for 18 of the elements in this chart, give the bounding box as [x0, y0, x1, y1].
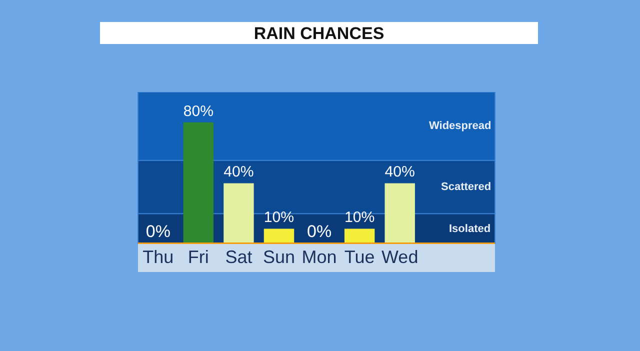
- data-label: 40%: [384, 164, 415, 181]
- band-label: Isolated: [449, 223, 491, 235]
- x-tick-label: Sun: [262, 247, 296, 267]
- data-label: 0%: [146, 222, 170, 241]
- x-tick-label: Mon: [302, 247, 337, 267]
- data-label: 80%: [183, 102, 214, 120]
- data-label: 40%: [224, 164, 254, 181]
- chart-title: RAIN CHANCES: [254, 24, 384, 43]
- x-tick-label: Thu: [142, 247, 174, 267]
- band-label: Scattered: [441, 181, 492, 193]
- x-tick-label: Fri: [188, 247, 209, 267]
- data-label: 0%: [306, 222, 332, 241]
- x-tick-label: Sat: [225, 247, 252, 267]
- data-label: 10%: [264, 209, 294, 226]
- x-tick-label: Tue: [344, 247, 375, 267]
- band-label: Widespread: [429, 120, 492, 132]
- x-tick-label: Wed: [382, 247, 418, 267]
- data-label: 10%: [344, 209, 375, 226]
